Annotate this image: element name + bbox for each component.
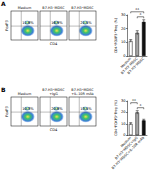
svg-text:A: A bbox=[1, 0, 6, 7]
svg-text:20.8%: 20.8% bbox=[51, 107, 63, 111]
svg-text:B7-H3⁺MDSC: B7-H3⁺MDSC bbox=[42, 88, 65, 92]
svg-text:**: ** bbox=[132, 98, 136, 103]
svg-text:+IgG: +IgG bbox=[49, 92, 58, 96]
svg-text:B7-H3⁺MDSC+IgG: B7-H3⁺MDSC+IgG bbox=[114, 135, 139, 161]
svg-text:B7-H3⁻MDSC: B7-H3⁻MDSC bbox=[120, 56, 139, 76]
svg-text:CD4⁺FOXP3⁺Treg (%): CD4⁺FOXP3⁺Treg (%) bbox=[114, 17, 118, 53]
svg-text:10: 10 bbox=[121, 122, 126, 126]
svg-text:30: 30 bbox=[121, 99, 126, 103]
svg-text:Medium: Medium bbox=[18, 92, 32, 96]
svg-text:10.3%: 10.3% bbox=[22, 107, 34, 111]
svg-text:0: 0 bbox=[123, 133, 126, 137]
svg-text:16.9%: 16.9% bbox=[51, 21, 63, 25]
svg-text:FoxP3: FoxP3 bbox=[5, 106, 9, 117]
svg-text:CD4: CD4 bbox=[50, 128, 58, 132]
svg-text:11.8%: 11.8% bbox=[22, 21, 34, 25]
svg-text:B7-H3⁺MDSC: B7-H3⁺MDSC bbox=[71, 88, 94, 92]
svg-text:B7-H3⁺MDSC+IL-10R mAb: B7-H3⁺MDSC+IL-10R mAb bbox=[111, 136, 145, 170]
svg-text:B7-H3⁻MDSC: B7-H3⁻MDSC bbox=[42, 6, 65, 10]
svg-text:0: 0 bbox=[123, 54, 126, 58]
svg-text:B7-H3⁺MDSC: B7-H3⁺MDSC bbox=[127, 56, 146, 75]
svg-text:Medium: Medium bbox=[18, 6, 32, 10]
svg-text:+IL-10R mAb: +IL-10R mAb bbox=[71, 92, 93, 96]
svg-text:20: 20 bbox=[121, 110, 126, 114]
svg-text:B7-H3⁺MDSC: B7-H3⁺MDSC bbox=[71, 6, 94, 10]
svg-text:*: * bbox=[139, 103, 141, 108]
svg-text:21.5%: 21.5% bbox=[80, 21, 92, 25]
svg-text:B: B bbox=[1, 86, 6, 93]
svg-text:*: * bbox=[139, 12, 141, 17]
svg-text:10: 10 bbox=[121, 40, 126, 44]
svg-text:Medium: Medium bbox=[119, 56, 133, 69]
svg-text:CD4⁺FOXP3⁺Treg (%): CD4⁺FOXP3⁺Treg (%) bbox=[114, 100, 118, 136]
svg-text:Medium: Medium bbox=[119, 135, 133, 149]
svg-text:CD4: CD4 bbox=[50, 42, 58, 46]
svg-text:30: 30 bbox=[121, 13, 126, 17]
svg-text:FoxP3: FoxP3 bbox=[5, 20, 9, 31]
svg-text:20: 20 bbox=[121, 27, 126, 31]
svg-text:13.5%: 13.5% bbox=[80, 107, 92, 111]
